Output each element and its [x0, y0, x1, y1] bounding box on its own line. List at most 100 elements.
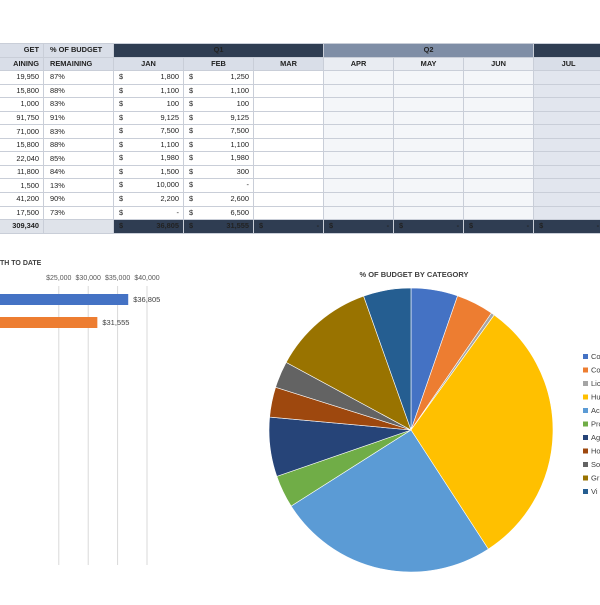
header-jul[interactable]: JUL: [533, 56, 600, 72]
cell-mar[interactable]: [252, 178, 325, 193]
cell-apr[interactable]: [323, 124, 395, 139]
cell-jun[interactable]: [463, 205, 535, 221]
pie-slice[interactable]: [285, 295, 412, 431]
cell-jan[interactable]: $ -: [113, 205, 184, 221]
cell-mar[interactable]: [252, 151, 325, 166]
cell-may[interactable]: [393, 178, 465, 193]
header-may[interactable]: MAY: [393, 56, 465, 72]
cell-pct[interactable]: 85%: [43, 151, 114, 166]
bar[interactable]: [0, 294, 129, 305]
total-feb[interactable]: $31,555: [183, 219, 254, 234]
cell-apr[interactable]: [323, 178, 395, 193]
cell-jul[interactable]: [533, 137, 600, 153]
cell-remaining[interactable]: 15,800: [0, 137, 44, 153]
cell-jun[interactable]: [463, 137, 535, 153]
cell-jan[interactable]: $1,500: [113, 164, 184, 180]
cell-jun[interactable]: [463, 83, 535, 99]
cell-jul[interactable]: [533, 205, 600, 221]
cell-jun[interactable]: [463, 178, 535, 193]
header-jun[interactable]: JUN: [463, 56, 535, 72]
cell-jan[interactable]: $1,100: [113, 137, 184, 153]
header-q3[interactable]: [533, 43, 600, 58]
header-feb[interactable]: FEB: [183, 56, 254, 72]
cell-pct[interactable]: 88%: [43, 137, 114, 153]
total-jul[interactable]: $ -: [533, 219, 600, 234]
cell-remaining[interactable]: 15,800: [0, 83, 44, 99]
bar[interactable]: [0, 317, 98, 328]
header-pct-budget[interactable]: % OF BUDGET: [43, 43, 114, 58]
cell-feb[interactable]: $1,250: [183, 70, 254, 85]
cell-apr[interactable]: [323, 164, 395, 180]
cell-remaining[interactable]: 17,500: [0, 205, 44, 221]
cell-may[interactable]: [393, 83, 465, 99]
cell-apr[interactable]: [323, 70, 395, 85]
cell-jul[interactable]: [533, 83, 600, 99]
cell-mar[interactable]: [252, 124, 325, 139]
cell-remaining[interactable]: 71,000: [0, 124, 44, 139]
cell-may[interactable]: [393, 192, 465, 207]
cell-mar[interactable]: [252, 137, 325, 153]
cell-jul[interactable]: [533, 124, 600, 139]
cell-remaining[interactable]: 19,950: [0, 70, 44, 85]
pie-slice[interactable]: [363, 287, 412, 431]
total-apr[interactable]: $ -: [323, 219, 395, 234]
header-budget-remaining[interactable]: GET: [0, 43, 44, 58]
cell-remaining[interactable]: 91,750: [0, 110, 44, 126]
cell-jan[interactable]: $7,500: [113, 124, 184, 139]
cell-jun[interactable]: [463, 192, 535, 207]
cell-mar[interactable]: [252, 97, 325, 112]
cell-mar[interactable]: [252, 110, 325, 126]
cell-jul[interactable]: [533, 97, 600, 112]
cell-apr[interactable]: [323, 192, 395, 207]
cell-pct[interactable]: 91%: [43, 110, 114, 126]
total-jun[interactable]: $ -: [463, 219, 535, 234]
cell-may[interactable]: [393, 70, 465, 85]
cell-pct[interactable]: 73%: [43, 205, 114, 221]
cell-feb[interactable]: $100: [183, 97, 254, 112]
header-q1[interactable]: Q1: [112, 43, 325, 58]
cell-may[interactable]: [393, 164, 465, 180]
cell-may[interactable]: [393, 124, 465, 139]
cell-feb[interactable]: $2,600: [183, 192, 254, 207]
total-remaining[interactable]: 309,340: [0, 219, 44, 234]
cell-remaining[interactable]: 41,200: [0, 192, 44, 207]
cell-feb[interactable]: $9,125: [183, 110, 254, 126]
cell-remaining[interactable]: 1,000: [0, 97, 44, 112]
cell-pct[interactable]: 13%: [43, 178, 114, 193]
cell-remaining[interactable]: 1,500: [0, 178, 44, 193]
cell-jun[interactable]: [463, 97, 535, 112]
cell-jul[interactable]: [533, 70, 600, 85]
header-remaining-pct[interactable]: REMAINING: [43, 56, 114, 72]
cell-pct[interactable]: 83%: [43, 124, 114, 139]
cell-may[interactable]: [393, 97, 465, 112]
cell-jul[interactable]: [533, 178, 600, 193]
cell-jun[interactable]: [463, 70, 535, 85]
cell-may[interactable]: [393, 110, 465, 126]
cell-feb[interactable]: $1,100: [183, 83, 254, 99]
cell-apr[interactable]: [323, 151, 395, 166]
cell-feb[interactable]: $7,500: [183, 124, 254, 139]
cell-may[interactable]: [393, 151, 465, 166]
cell-apr[interactable]: [323, 137, 395, 153]
cell-apr[interactable]: [323, 110, 395, 126]
cell-remaining[interactable]: 11,800: [0, 164, 44, 180]
cell-pct[interactable]: 90%: [43, 192, 114, 207]
cell-jan[interactable]: $1,980: [113, 151, 184, 166]
cell-may[interactable]: [393, 137, 465, 153]
cell-may[interactable]: [393, 205, 465, 221]
cell-jan[interactable]: $2,200: [113, 192, 184, 207]
total-mar[interactable]: $ -: [252, 219, 325, 234]
cell-jun[interactable]: [463, 124, 535, 139]
cell-feb[interactable]: $1,980: [183, 151, 254, 166]
cell-pct[interactable]: 88%: [43, 83, 114, 99]
cell-pct[interactable]: 87%: [43, 70, 114, 85]
cell-jul[interactable]: [533, 164, 600, 180]
cell-pct[interactable]: 84%: [43, 164, 114, 180]
cell-mar[interactable]: [252, 83, 325, 99]
cell-feb[interactable]: $6,500: [183, 205, 254, 221]
header-remaining[interactable]: AINING: [0, 56, 44, 72]
cell-jan[interactable]: $1,800: [113, 70, 184, 85]
cell-jul[interactable]: [533, 192, 600, 207]
cell-jul[interactable]: [533, 151, 600, 166]
cell-feb[interactable]: $300: [183, 164, 254, 180]
